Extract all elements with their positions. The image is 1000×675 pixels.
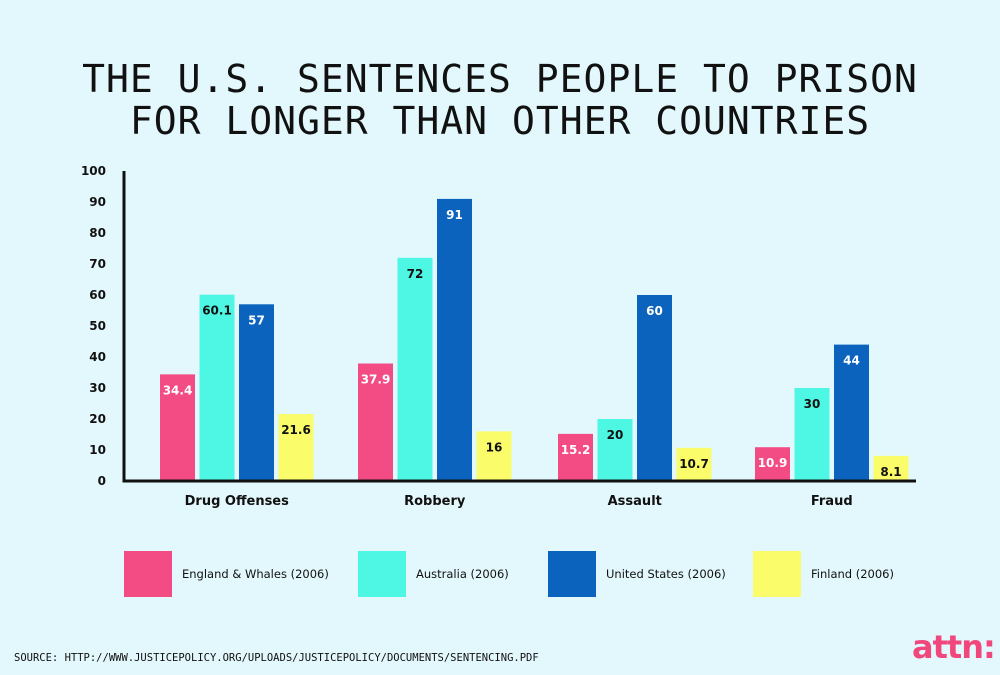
y-tick-label: 60 [89,288,106,302]
bar [597,419,633,481]
source-note: SOURCE: HTTP://WWW.JUSTICEPOLICY.ORG/UPL… [14,652,539,664]
bar-value-label: 20 [607,428,624,442]
bar-value-label: 72 [407,267,424,281]
legend-label-finland: Finland (2006) [811,567,894,581]
legend-label-australia: Australia (2006) [416,567,509,581]
y-tick-label: 50 [89,319,106,333]
y-tick-label: 80 [89,226,106,240]
y-tick-label: 30 [89,381,106,395]
bar [873,455,909,481]
y-tick-label: 10 [89,443,106,457]
bar-value-label: 30 [804,397,821,411]
bar-value-label: 91 [446,208,463,222]
bar-value-label: 60.1 [202,304,232,318]
chart-title: THE U.S. SENTENCES PEOPLE TO PRISON FOR … [0,58,1000,142]
bar-value-label: 44 [843,354,860,368]
bar-value-label: 34.4 [163,383,193,397]
x-category-label: Fraud [811,494,853,509]
y-tick-label: 70 [89,257,106,271]
bar-value-label: 8.1 [880,465,901,479]
x-category-label: Robbery [404,494,466,509]
bar [397,257,433,481]
bar [278,414,314,481]
bar [239,304,274,481]
legend-swatch-australia [358,551,406,597]
bar-value-label: 10.7 [679,457,709,471]
bar [834,344,869,481]
y-tick-label: 40 [89,350,106,364]
bar-value-label: 10.9 [758,456,788,470]
bar-value-label: 60 [646,304,663,318]
legend-label-england: England & Whales (2006) [182,567,329,581]
y-tick-label: 90 [89,195,106,209]
bar [160,374,195,481]
chart-title-line-2: FOR LONGER THAN OTHER COUNTRIES [129,99,871,143]
bar-value-label: 37.9 [361,373,391,387]
legend-swatch-england [124,551,172,597]
legend-label-united-states: United States (2006) [606,567,726,581]
bar [558,433,593,481]
x-category-label: Drug Offenses [185,494,289,509]
bar-chart: 0 10 20 30 40 50 60 70 80 90 100 34.4 60.1 57 21.6 Drug… [81,164,916,509]
legend-swatch-finland [753,551,801,597]
bar-value-label: 16 [486,440,503,454]
bar [676,447,712,481]
bar [358,363,393,481]
bar-value-label: 15.2 [561,443,591,457]
attn-logo: attn: [912,628,996,666]
bar [794,388,830,481]
legend-swatch-united-states [548,551,596,597]
x-category-label: Assault [608,494,662,509]
chart-title-line-1: THE U.S. SENTENCES PEOPLE TO PRISON [82,57,918,101]
bar [637,295,672,481]
bar [437,198,472,481]
bar-value-label: 21.6 [281,423,311,437]
y-tick-label: 100 [81,164,106,178]
bar [476,431,512,481]
y-tick-label: 0 [98,474,106,488]
y-tick-label: 20 [89,412,106,426]
bar [755,447,790,481]
bar-value-label: 57 [248,313,265,327]
bar [199,294,235,481]
